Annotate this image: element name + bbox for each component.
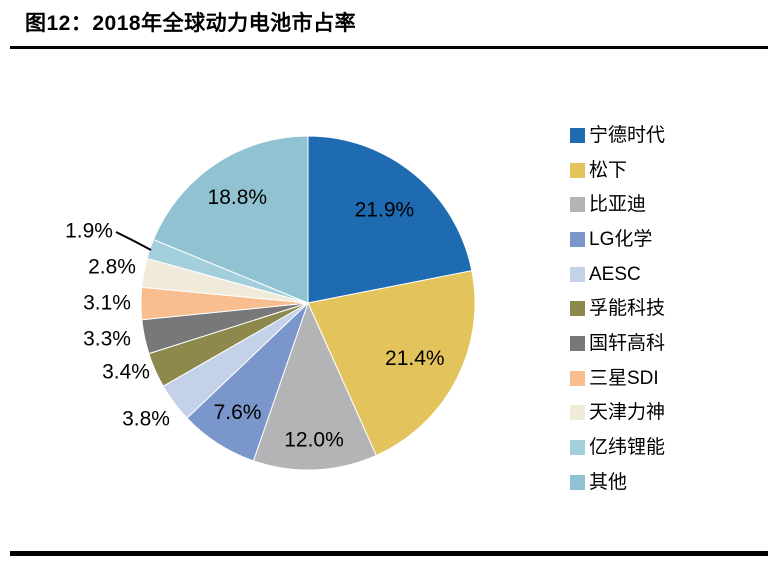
legend-swatch-icon: [570, 197, 585, 213]
legend-item-比亚迪: 比亚迪: [570, 187, 665, 222]
legend-item-AESC: AESC: [570, 257, 665, 292]
legend-label: 松下: [589, 159, 628, 181]
legend-swatch-icon: [570, 474, 585, 490]
legend-swatch-icon: [570, 405, 585, 421]
label-leader-line: [115, 231, 152, 251]
pie-label-亿纬锂能: 1.9%: [65, 220, 113, 243]
pie-slice-宁德时代: [307, 135, 473, 304]
legend-swatch-icon: [570, 127, 585, 143]
legend-label: 天津力神: [589, 402, 666, 424]
legend-item-三星SDI: 三星SDI: [570, 361, 665, 396]
pie-label-宁德时代: 21.9%: [355, 199, 415, 222]
legend-swatch-icon: [570, 440, 585, 456]
legend-item-松下: 松下: [570, 153, 665, 188]
title-divider-line: [10, 46, 768, 49]
legend-item-天津力神: 天津力神: [570, 396, 665, 431]
legend-swatch-icon: [570, 231, 585, 247]
legend-swatch-icon: [570, 335, 585, 351]
figure-title: 图12：2018年全球动力电池市占率: [25, 12, 357, 35]
legend-label: AESC: [589, 263, 641, 285]
legend-item-孚能科技: 孚能科技: [570, 291, 665, 326]
legend-item-宁德时代: 宁德时代: [570, 118, 665, 153]
pie-label-三星SDI: 3.1%: [83, 292, 131, 315]
pie-label-LG化学: 7.6%: [214, 401, 262, 424]
legend-label: 亿纬锂能: [589, 437, 666, 459]
legend-item-国轩高科: 国轩高科: [570, 326, 665, 361]
pie-slice-比亚迪: [252, 301, 377, 471]
pie-label-其他: 18.8%: [208, 186, 268, 209]
legend-label: 孚能科技: [589, 298, 666, 320]
legend-label: 其他: [589, 471, 628, 493]
pie-label-国轩高科: 3.3%: [83, 328, 131, 351]
legend-swatch-icon: [570, 370, 585, 386]
pie-slice-其他: [152, 135, 309, 304]
bottom-divider-line: [10, 551, 768, 556]
legend-label: 三星SDI: [589, 367, 659, 389]
pie-label-比亚迪: 12.0%: [284, 428, 344, 451]
legend-label: LG化学: [589, 228, 653, 250]
legend-label: 国轩高科: [589, 332, 666, 354]
pie-label-孚能科技: 3.4%: [102, 361, 150, 384]
pie-slice-松下: [307, 270, 476, 457]
chart-legend: 宁德时代松下比亚迪 LG化学 AESC 孚能科技国轩高科三星SDI 天津力神亿纬锂能其他: [570, 118, 665, 500]
pie-label-天津力神: 2.8%: [88, 256, 136, 279]
pie-label-AESC: 3.8%: [122, 408, 170, 431]
legend-label: 宁德时代: [589, 124, 666, 146]
legend-label: 比亚迪: [589, 194, 647, 216]
legend-swatch-icon: [570, 162, 585, 178]
legend-item-亿纬锂能: 亿纬锂能: [570, 430, 665, 465]
legend-item-其他: 其他: [570, 465, 665, 500]
legend-swatch-icon: [570, 301, 585, 317]
legend-item-LG化学: LG化学: [570, 222, 665, 257]
legend-swatch-icon: [570, 266, 585, 282]
pie-label-松下: 21.4%: [385, 347, 445, 370]
